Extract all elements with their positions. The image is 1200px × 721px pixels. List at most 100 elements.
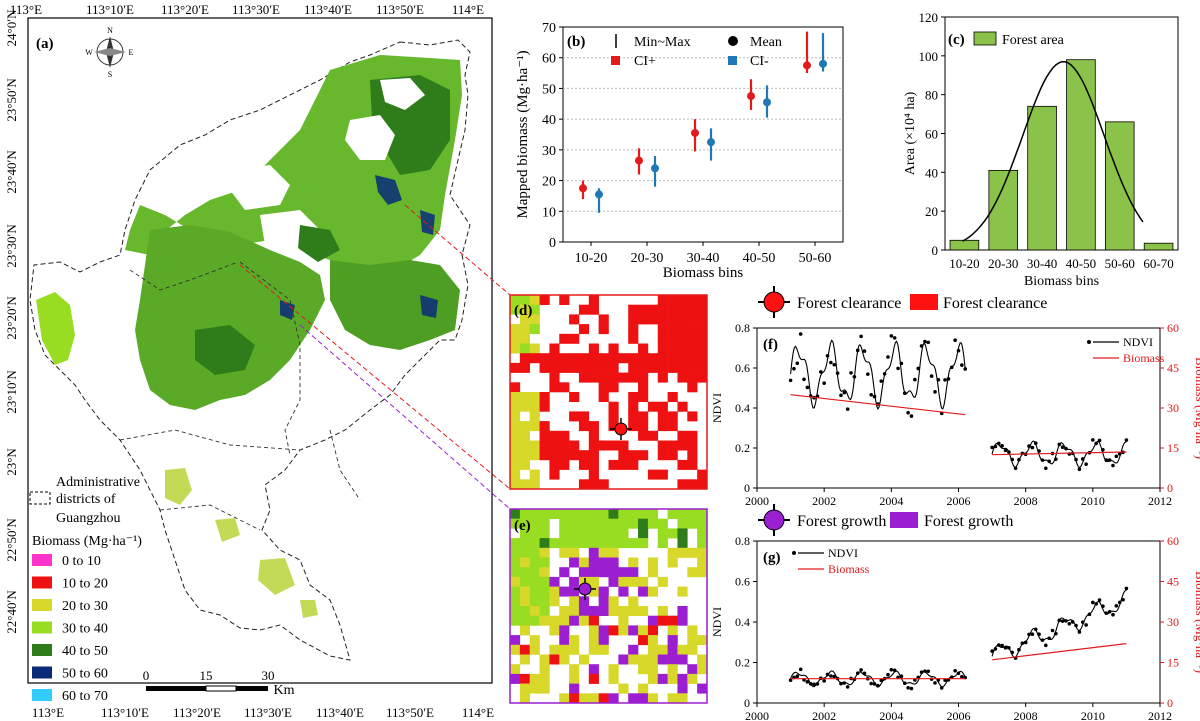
map-pixel [578, 450, 590, 461]
map-pixel [647, 314, 659, 325]
ts-ndvi-point [1064, 446, 1068, 451]
bottom-lon-tick: 113°30′E [244, 705, 292, 720]
map-pixel [687, 547, 698, 558]
ts-xtick-label: 2006 [947, 709, 971, 721]
map-pixel [588, 664, 599, 675]
map-pixel [647, 654, 659, 665]
map-pixel [647, 644, 659, 655]
lat-tick: 22°40′N [4, 590, 19, 634]
map-pixel [687, 567, 698, 578]
map-pixel [647, 615, 659, 626]
ts-ndvi-point [835, 371, 840, 376]
panel-b-xtick-label: 30-40 [687, 251, 720, 266]
ts-ndvi-point [916, 366, 920, 371]
bottom-lon-tick: 113°20′E [173, 705, 221, 720]
map-pixel [628, 557, 639, 568]
compass-n: N [107, 26, 113, 35]
map-pixel [677, 644, 688, 655]
map-pixel [647, 518, 659, 529]
top-lon-tick: 113°50′E [376, 2, 424, 17]
map-pixel [569, 664, 580, 675]
ts-ytick-left-label: 0.6 [735, 361, 750, 375]
map-pixel [618, 615, 629, 626]
ts-ndvi-point [1124, 586, 1129, 591]
ts-ndvi-line [991, 589, 1127, 658]
panel-c-xlabel: Biomass bins [1024, 274, 1099, 289]
map-pixel [608, 509, 619, 519]
map-pixel [539, 421, 550, 432]
ts-ndvi-point [899, 361, 904, 366]
map-pixel [519, 576, 530, 587]
map-pixel [559, 295, 570, 305]
ts-ndvi-point [832, 362, 837, 367]
map-pixel [697, 518, 707, 529]
map-pixel [638, 664, 649, 675]
map-pixel [647, 304, 659, 315]
map-pixel [510, 557, 521, 568]
map-pixel [628, 411, 639, 422]
biomass-legend-swatch [32, 644, 52, 656]
map-pixel [677, 518, 688, 529]
map-pixel [638, 576, 649, 587]
map-pixel [559, 450, 570, 461]
ts-ndvi-point [822, 679, 826, 683]
map-pixel [667, 644, 678, 655]
ts-ndvi-point [1094, 441, 1098, 446]
lat-tick: 23°10′N [4, 370, 19, 414]
map-pixel [529, 295, 540, 305]
map-pixel [559, 362, 570, 373]
map-pixel [598, 528, 609, 539]
map-pixel [519, 615, 530, 626]
map-pixel [628, 324, 639, 335]
clearing-1 [230, 78, 425, 250]
ts-ytick-left-label: 0 [744, 481, 750, 495]
panel-b-mean-point [707, 138, 715, 147]
map-pixel [578, 654, 590, 665]
map-pixel [618, 683, 629, 694]
map-pixel [687, 411, 698, 422]
ts-ndvi-point [1030, 632, 1035, 637]
ts-xtick-label: 2004 [879, 494, 903, 508]
map-pixel [677, 304, 688, 315]
map-pixel [638, 392, 649, 402]
map-pixel [519, 509, 530, 519]
map-pixel [569, 538, 580, 549]
ts-ndvi-point [855, 671, 860, 675]
map-pixel [549, 654, 560, 665]
biomass-legend-swatch [32, 689, 52, 701]
map-pixel [529, 644, 540, 655]
map-pixel [510, 644, 521, 655]
ts-legend-ndvi-dot-icon [792, 551, 796, 555]
map-pixel [638, 450, 649, 461]
ts-ytick-left-label: 0.8 [735, 321, 750, 335]
map-pixel [628, 644, 639, 655]
map-pixel [638, 586, 649, 597]
map-pixel [677, 693, 688, 703]
ts-ndvi-point [1097, 438, 1102, 443]
map-pixel [697, 528, 707, 539]
map-pixel [578, 606, 590, 616]
map-pixel [510, 324, 521, 335]
ts-ndvi-point [993, 444, 998, 449]
ts-ndvi-point [845, 685, 850, 689]
map-pixel [569, 509, 580, 519]
panel-c-bar [1066, 59, 1096, 251]
map-pixel [519, 324, 530, 335]
ts-ndvi-point [899, 674, 904, 679]
panel-b-mean-point [651, 164, 659, 173]
map-pixel [647, 664, 659, 675]
legend-f: Forest clearance Forest clearance [758, 286, 1047, 318]
ts-ndvi-point [886, 355, 890, 359]
ts-ndvi-point [1117, 452, 1122, 456]
biomass-legend-title: Biomass (Mg·ha⁻¹) [32, 534, 142, 549]
map-pixel [569, 683, 580, 694]
map-pixel [657, 654, 668, 665]
map-pixel [569, 586, 580, 597]
ts-ylabel-right: Biomass (Mg·ha⁻¹) [1193, 571, 1200, 673]
map-pixel [638, 606, 649, 616]
ts-ndvi-point [926, 669, 931, 674]
ts-ytick-right-label: 45 [1167, 361, 1179, 375]
biomass-legend-label: 60 to 70 [62, 689, 108, 704]
map-pixel [697, 654, 707, 665]
map-pixel [667, 693, 678, 703]
